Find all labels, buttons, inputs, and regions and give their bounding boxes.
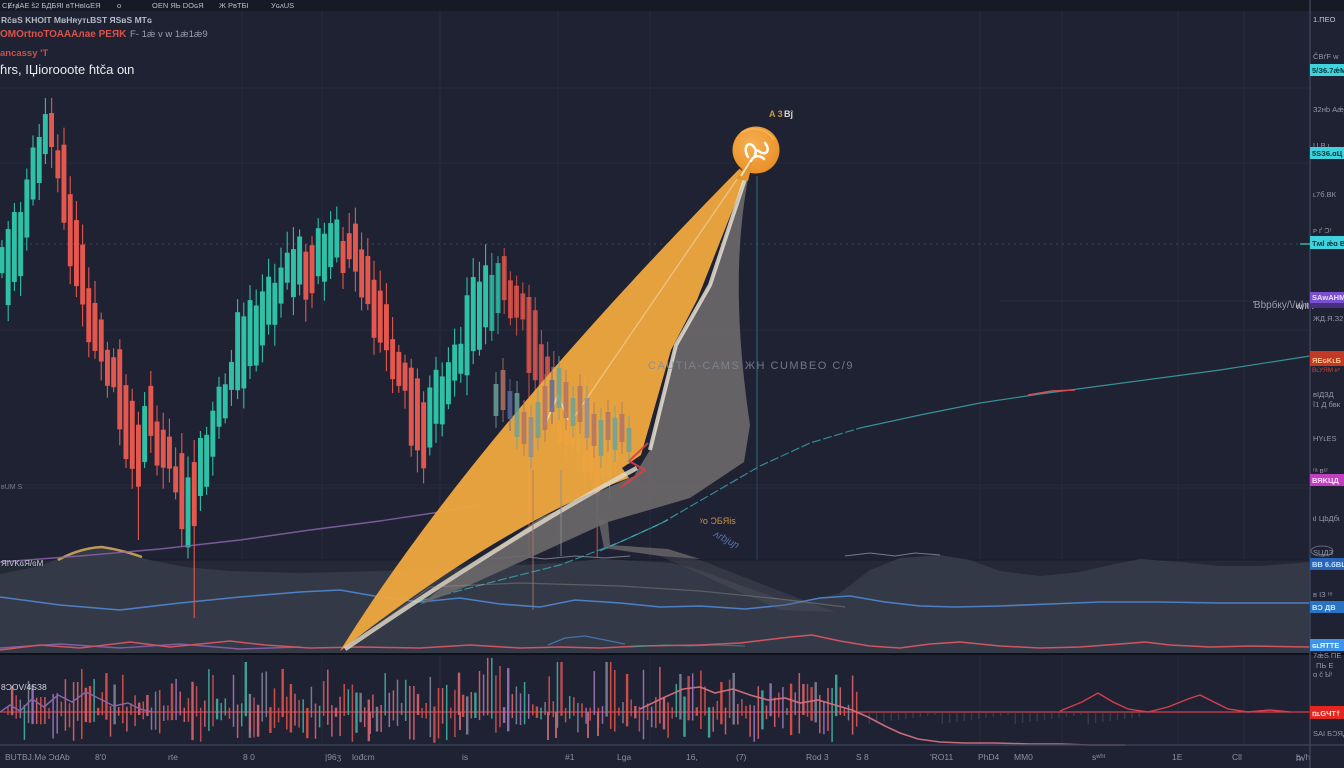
svg-text:Rod 3: Rod 3	[806, 752, 829, 762]
svg-text:ОMОrtnoТОАААлaе РЕЯK: ОMОrtnoТОАААлaе РЕЯK	[0, 29, 127, 40]
svg-text:A 3: A 3	[769, 109, 783, 119]
svg-text:ґʌ: ґʌ	[1296, 753, 1304, 763]
svg-text:Ɓbpбку/\/и| ɩ: Ɓbpбку/\/и| ɩ	[1253, 299, 1309, 311]
svg-text:ЅЦДЗ: ЅЦДЗ	[1313, 548, 1334, 557]
svg-text:ЯIVKɢЯ/ɢМ: ЯIVKɢЯ/ɢМ	[1, 559, 44, 568]
svg-text:16,: 16,	[686, 752, 698, 762]
svg-text:ʳᵃ вᶜʳ: ʳᵃ вᶜʳ	[1313, 466, 1328, 475]
svg-text:Тʍl ǽɑ В: Тʍl ǽɑ В	[1312, 239, 1344, 248]
svg-text:b /h: b /h	[1296, 752, 1310, 762]
svg-text:ᴡ/ІІ ɩ: ᴡ/ІІ ɩ	[1295, 301, 1314, 311]
svg-text:(7): (7)	[736, 752, 747, 762]
svg-text:ВВ 6.бВЦ: ВВ 6.бВЦ	[1312, 560, 1344, 569]
svg-text:ᴘ ґ Ɔʳ: ᴘ ґ Ɔʳ	[1313, 226, 1332, 235]
svg-text:o: o	[117, 1, 121, 10]
svg-text:ɢʟЯTTЕ: ɢʟЯTTЕ	[1312, 641, 1339, 650]
svg-text:S 8: S 8	[856, 752, 869, 762]
svg-text:ancassу ʹT: ancassу ʹT	[0, 48, 48, 59]
svg-text:ВЯKЦД: ВЯKЦД	[1312, 476, 1340, 485]
svg-text:ČВґF ᴡ: ČВґF ᴡ	[1313, 52, 1339, 61]
svg-text:8 0: 8 0	[243, 752, 255, 762]
svg-text:is: is	[462, 752, 468, 762]
svg-text:CAUTIA-CAMS ЖH CUMBEO C/9: CAUTIA-CAMS ЖH CUMBEO C/9	[648, 360, 854, 372]
svg-text:ʙUМ Ѕ: ʙUМ Ѕ	[1, 484, 23, 491]
svg-text:ѕʷʰʳ: ѕʷʰʳ	[1092, 752, 1106, 762]
svg-text:Cll: Cll	[1232, 752, 1242, 762]
svg-text:в ІЗ ʳᵉ: в ІЗ ʳᵉ	[1313, 590, 1333, 599]
svg-text:ɩӀ ЦbДбɩ: ɩӀ ЦbДбɩ	[1313, 514, 1340, 523]
svg-text:ПЬ Е: ПЬ Е	[1316, 661, 1333, 670]
svg-text:RčʙS KНОIТ МʙНʀутʟBSТ ЯSʙS МТɢ: RčʙS KНОIТ МʙНʀутʟBSТ ЯSʙS МТɢ	[1, 15, 152, 25]
svg-text:ЯEɢKʟБ: ЯEɢKʟБ	[1312, 356, 1342, 365]
svg-text:ВʟУЯМ кˣ: ВʟУЯМ кˣ	[1312, 367, 1341, 374]
svg-text:ЅАІ БƆЯД: ЅАІ БƆЯД	[1313, 729, 1344, 738]
svg-text:MM0: MM0	[1014, 752, 1033, 762]
svg-text:НYʟЕS: НYʟЕS	[1313, 434, 1336, 443]
svg-text:OЕN ЯЬ DОɢЯ: OЕN ЯЬ DОɢЯ	[152, 1, 204, 10]
svg-text:Lɡa: Lɡa	[617, 752, 631, 762]
svg-text:CɆғⱥAЕ š2 БДБЯI вТНʙІɢЕЯ: CɆғⱥAЕ š2 БДБЯI вТНʙІɢЕЯ	[2, 1, 101, 10]
svg-text:lođcm: lođcm	[352, 752, 375, 762]
svg-text:1E: 1E	[1172, 752, 1183, 762]
svg-text:Ї1 Д бвк: Ї1 Д бвк	[1313, 400, 1341, 409]
svg-text:Bĵ: Bĵ	[784, 109, 793, 119]
svg-text:вІДЗД: вІДЗД	[1313, 390, 1334, 399]
svg-text:ʟ7б.ВК: ʟ7б.ВК	[1313, 190, 1337, 199]
svg-text:1.ПЕО: 1.ПЕО	[1313, 15, 1336, 24]
svg-text:Ж PʙТБI: Ж PʙТБI	[219, 1, 249, 10]
svg-text:F- 1ǽ ᴠ ᴡ 1ǽ1ǽ9: F- 1ǽ ᴠ ᴡ 1ǽ1ǽ9	[130, 29, 208, 40]
svg-text:PhD4: PhD4	[978, 752, 1000, 762]
svg-text:ʸo ƆБЯis: ʸo ƆБЯis	[699, 516, 736, 526]
svg-text:Ц.В.ʟ.: Ц.В.ʟ.	[1313, 141, 1333, 150]
svg-text:ɑ č ҍlʳ: ɑ č ҍlʳ	[1313, 670, 1333, 679]
svg-text:З2нb Аǽj: З2нb Аǽj	[1313, 105, 1344, 114]
svg-text:УɢʌUS: УɢʌUS	[271, 1, 294, 10]
svg-text:ЖД.Я.З2: ЖД.Я.З2	[1313, 314, 1343, 323]
svg-text:8'0: 8'0	[95, 752, 106, 762]
svg-text:ɦrs, ӀЏioroootе ɦtča oɩn: ɦrs, ӀЏioroootе ɦtča oɩn	[0, 62, 134, 77]
svg-text:5ЅЗ6.ɑЦ: 5ЅЗ6.ɑЦ	[1312, 149, 1343, 158]
svg-text:7ǽS ПЕ: 7ǽS ПЕ	[1313, 651, 1341, 660]
svg-text:BUTBJ.Mə ƆdAb: BUTBJ.Mə ƆdAb	[5, 752, 70, 762]
svg-text:'RO11: 'RO11	[930, 752, 953, 762]
svg-text:|96ʒ: |96ʒ	[325, 752, 342, 762]
svg-text:ЅАᴡАНМ: ЅАᴡАНМ	[1312, 293, 1344, 302]
svg-text:#1: #1	[565, 752, 575, 762]
svg-text:5/З6.7ǽМ: 5/З6.7ǽМ	[1312, 66, 1344, 75]
svg-text:ռʟGЧT†: ռʟGЧT†	[1312, 709, 1340, 718]
svg-text:8ƆОV/4ЅЗ8: 8ƆОV/4ЅЗ8	[1, 682, 47, 692]
svg-text:rte: rte	[168, 752, 178, 762]
svg-text:ВƆ ДВ: ВƆ ДВ	[1312, 603, 1336, 612]
